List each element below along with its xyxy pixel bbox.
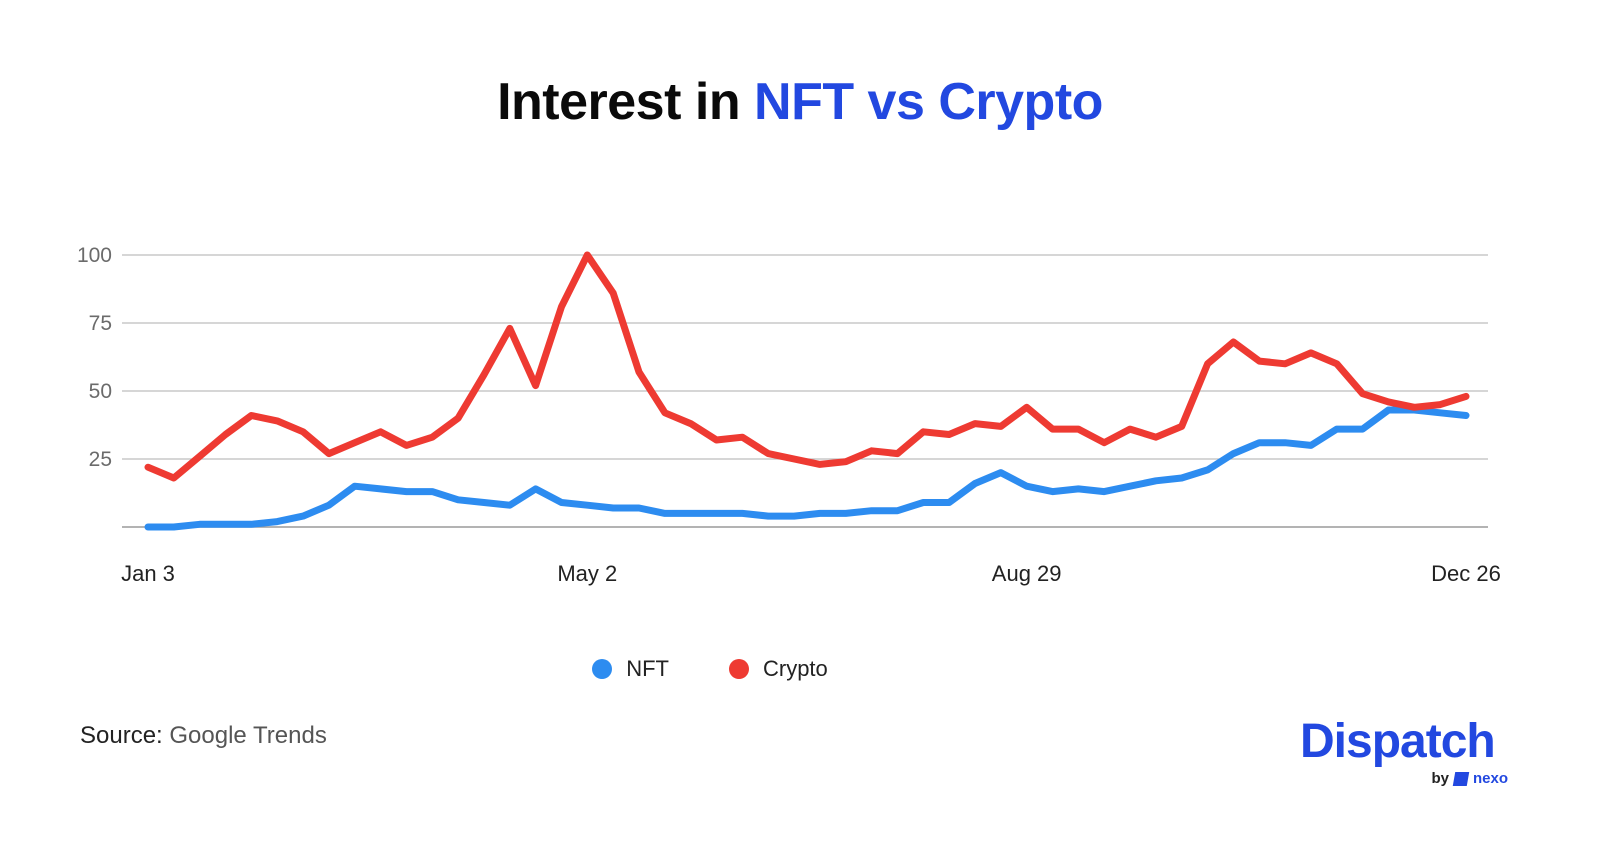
legend-item-nft: NFT xyxy=(592,656,669,682)
logo-by: by xyxy=(1431,770,1449,787)
nexo-icon xyxy=(1452,771,1470,786)
y-tick-label: 75 xyxy=(89,312,112,335)
series-line-crypto xyxy=(144,251,1470,482)
logo-wordmark: Dispatch xyxy=(1300,715,1496,768)
x-tick-label: Aug 29 xyxy=(992,561,1062,586)
legend-dot-nft xyxy=(592,659,613,679)
title-part-1: Interest in xyxy=(497,73,741,131)
legend-dot-crypto xyxy=(728,659,749,679)
line-chart: 25 50 75 100 Jan 3 May 2 Aug 29 Dec 26 xyxy=(77,244,1501,586)
legend-label-nft: NFT xyxy=(626,656,669,681)
x-tick-label: May 2 xyxy=(557,561,617,586)
x-tick-label: Jan 3 xyxy=(121,561,175,586)
source-label: Source: xyxy=(80,722,163,749)
logo-brand: nexo xyxy=(1472,770,1508,787)
source-note: Source: Google Trends xyxy=(80,722,327,750)
y-tick-label: 50 xyxy=(89,380,112,403)
legend: NFT Crypto xyxy=(0,656,1600,682)
logo-byline: by nexo xyxy=(1431,770,1508,787)
y-tick-label: 25 xyxy=(89,448,112,471)
series-line-nft xyxy=(144,406,1470,531)
source-value: Google Trends xyxy=(169,722,327,749)
dispatch-logo: Dispatch by nexo xyxy=(1300,718,1530,788)
chart-title: Interest in NFT vs Crypto xyxy=(0,72,1600,132)
y-tick-label: 100 xyxy=(77,244,112,267)
legend-label-crypto: Crypto xyxy=(762,656,828,681)
title-part-2: NFT vs Crypto xyxy=(754,73,1103,131)
legend-item-crypto: Crypto xyxy=(728,656,828,682)
x-tick-label: Dec 26 xyxy=(1431,561,1501,586)
